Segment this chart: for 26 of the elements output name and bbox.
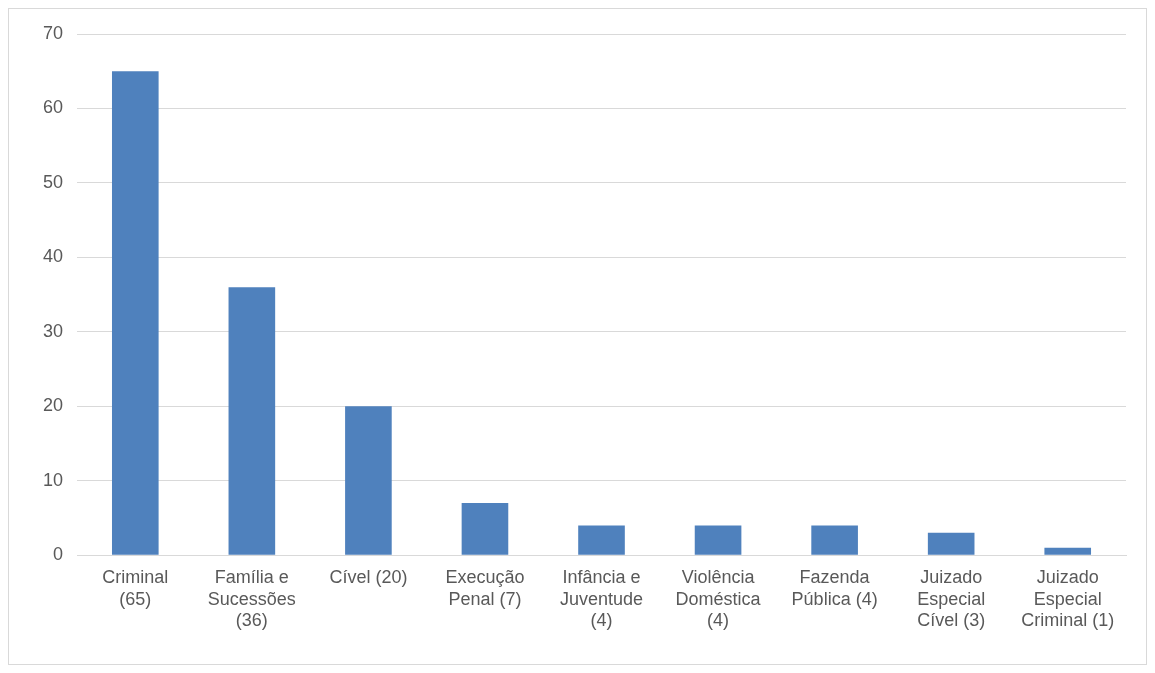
x-tick-label: Execução Penal (7): [445, 566, 525, 609]
bar: [578, 525, 625, 555]
y-tick-label: 70: [42, 22, 64, 43]
bar: [927, 532, 975, 555]
y-tick-label: 20: [42, 395, 64, 416]
x-tick-label: Criminal (65): [102, 566, 169, 609]
bar: [228, 287, 276, 555]
x-tick-label: Fazenda Pública (4): [791, 566, 878, 609]
bar: [111, 71, 159, 555]
y-tick-label: 30: [42, 320, 64, 341]
bar: [694, 525, 742, 555]
x-tick-label: Juizado Especial Criminal (1): [1021, 566, 1115, 631]
y-tick-label: 40: [42, 246, 64, 267]
bar: [461, 503, 509, 555]
bar: [345, 406, 392, 555]
x-tick-label: Juizado Especial Cível (3): [917, 566, 986, 631]
y-tick-label: 0: [53, 544, 64, 565]
y-tick-label: 10: [42, 469, 64, 490]
x-tick-label: Infância e Juventude (4): [559, 566, 644, 631]
bar: [811, 525, 858, 555]
x-tick-label: Cível (20): [329, 566, 408, 587]
y-tick-label: 60: [42, 97, 64, 118]
bar: [1044, 547, 1092, 555]
x-tick-label: Família e Sucessões (36): [207, 566, 296, 631]
x-tick-label: Violência Doméstica (4): [675, 566, 762, 631]
y-tick-label: 50: [42, 171, 64, 192]
